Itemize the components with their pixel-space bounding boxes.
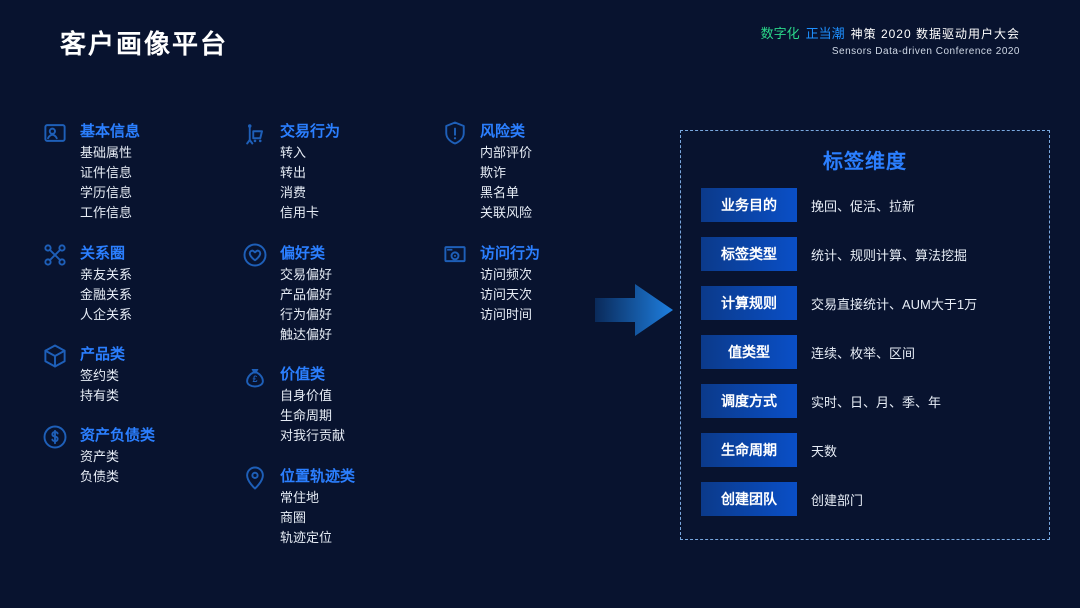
group-title: 资产负债类 [80,424,155,445]
dimension-chip: 调度方式 [701,384,797,418]
dimension-value: 挽回、促活、拉新 [811,196,915,215]
group-item: 交易偏好 [280,265,332,285]
group-title: 关系圈 [80,242,132,263]
group-item: 消费 [280,183,340,203]
group-item: 商圈 [280,508,355,528]
group-title: 位置轨迹类 [280,465,355,486]
brand-cn: 神策 2020 数据驱动用户大会 [851,27,1020,41]
category-group: 基本信息基础属性证件信息学历信息工作信息 [40,120,210,224]
category-group: 资产负债类资产类负债类 [40,424,210,487]
group-item: 常住地 [280,488,355,508]
group-item: 金融关系 [80,285,132,305]
category-group: 交易行为转入转出消费信用卡 [240,120,410,224]
brand-tagline-2: 正当潮 [806,26,845,41]
group-item: 对我行贡献 [280,426,345,446]
dimension-row: 值类型连续、枚举、区间 [701,335,1029,369]
svg-text:£: £ [253,374,258,384]
group-item: 基础属性 [80,143,140,163]
category-group: 位置轨迹类常住地商圈轨迹定位 [240,465,410,548]
group-item: 访问时间 [480,305,540,325]
dimension-value: 天数 [811,441,837,460]
dimension-row: 调度方式实时、日、月、季、年 [701,384,1029,418]
dimension-chip: 创建团队 [701,482,797,516]
money-bag-icon: £ [240,361,270,391]
dimension-chip: 计算规则 [701,286,797,320]
group-item: 学历信息 [80,183,140,203]
group-item: 转入 [280,143,340,163]
group-item: 信用卡 [280,203,340,223]
group-item: 产品偏好 [280,285,332,305]
group-item: 访问天次 [480,285,540,305]
location-icon [240,463,270,493]
dimension-title: 标签维度 [701,145,1029,174]
brand-en: Sensors Data-driven Conference 2020 [761,44,1020,59]
group-title: 风险类 [480,120,532,141]
brand-block: 数字化正当潮神策 2020 数据驱动用户大会 Sensors Data-driv… [761,24,1020,59]
group-title: 偏好类 [280,242,332,263]
dimension-row: 生命周期天数 [701,433,1029,467]
dimension-value: 创建部门 [811,490,863,509]
cart-icon [240,118,270,148]
dimension-value: 连续、枚举、区间 [811,343,915,362]
group-item: 轨迹定位 [280,528,355,548]
dollar-icon [40,422,70,452]
category-group: 访问行为访问频次访问天次访问时间 [440,242,610,325]
column: 交易行为转入转出消费信用卡偏好类交易偏好产品偏好行为偏好触达偏好£价值类自身价值… [240,120,410,548]
group-title: 价值类 [280,363,345,384]
monitor-icon [440,240,470,270]
column: 基本信息基础属性证件信息学历信息工作信息关系圈亲友关系金融关系人企关系产品类签约… [40,120,210,548]
dimension-chip: 业务目的 [701,188,797,222]
dimension-chip: 生命周期 [701,433,797,467]
group-item: 访问频次 [480,265,540,285]
category-group: £ 价值类自身价值生命周期对我行贡献 [240,363,410,446]
group-title: 基本信息 [80,120,140,141]
group-title: 产品类 [80,343,125,364]
group-item: 持有类 [80,386,125,406]
dimension-value: 实时、日、月、季、年 [811,392,941,411]
id-card-icon [40,118,70,148]
group-item: 欺诈 [480,163,532,183]
group-item: 签约类 [80,366,125,386]
cube-icon [40,341,70,371]
dimension-chip: 值类型 [701,335,797,369]
group-item: 黑名单 [480,183,532,203]
brand-tagline-1: 数字化 [761,26,800,41]
column: 风险类内部评价欺诈黑名单关联风险访问行为访问频次访问天次访问时间 [440,120,610,548]
dimension-chip: 标签类型 [701,237,797,271]
heart-icon [240,240,270,270]
dimension-row: 业务目的挽回、促活、拉新 [701,188,1029,222]
group-item: 自身价值 [280,386,345,406]
group-title: 交易行为 [280,120,340,141]
group-item: 证件信息 [80,163,140,183]
arrow-icon [595,280,675,340]
group-item: 资产类 [80,447,155,467]
group-item: 内部评价 [480,143,532,163]
network-icon [40,240,70,270]
dimension-row: 创建团队创建部门 [701,482,1029,516]
category-group: 偏好类交易偏好产品偏好行为偏好触达偏好 [240,242,410,346]
group-title: 访问行为 [480,242,540,263]
dimension-row: 计算规则交易直接统计、AUM大于1万 [701,286,1029,320]
group-item: 行为偏好 [280,305,332,325]
group-item: 亲友关系 [80,265,132,285]
group-item: 生命周期 [280,406,345,426]
dimension-value: 统计、规则计算、算法挖掘 [811,245,967,264]
dimension-row: 标签类型统计、规则计算、算法挖掘 [701,237,1029,271]
category-group: 风险类内部评价欺诈黑名单关联风险 [440,120,610,224]
group-item: 工作信息 [80,203,140,223]
group-item: 转出 [280,163,340,183]
category-group: 产品类签约类持有类 [40,343,210,406]
header: 客户画像平台 数字化正当潮神策 2020 数据驱动用户大会 Sensors Da… [60,24,1020,61]
group-item: 触达偏好 [280,325,332,345]
dimension-panel: 标签维度 业务目的挽回、促活、拉新标签类型统计、规则计算、算法挖掘计算规则交易直… [680,130,1050,540]
group-item: 负债类 [80,467,155,487]
shield-icon [440,118,470,148]
group-item: 人企关系 [80,305,132,325]
categories-grid: 基本信息基础属性证件信息学历信息工作信息关系圈亲友关系金融关系人企关系产品类签约… [40,120,610,548]
dimension-value: 交易直接统计、AUM大于1万 [811,294,977,313]
group-item: 关联风险 [480,203,532,223]
category-group: 关系圈亲友关系金融关系人企关系 [40,242,210,325]
page-title: 客户画像平台 [60,24,228,61]
